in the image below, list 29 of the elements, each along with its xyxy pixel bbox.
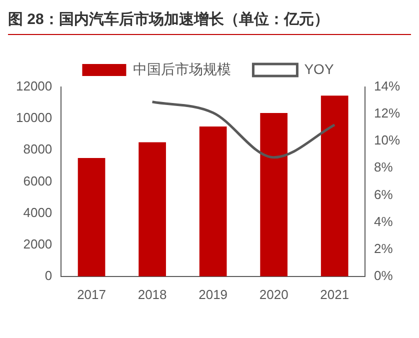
y-tick-label: 0 [44,268,52,283]
y-tick-label: 6000 [23,173,52,188]
y2-tick-label: 14% [374,78,400,94]
y-tick-label: 2000 [23,236,52,252]
x-tick-label: 2021 [320,286,350,302]
bar [78,158,106,276]
x-tick-label: 2018 [138,286,167,302]
legend-label: 中国后市场规模 [133,60,232,77]
x-tick-label: 2019 [198,286,228,302]
line-series [151,100,336,159]
y2-tick-label: 2% [374,240,394,256]
bar [138,142,166,276]
x-tick-label: 2017 [77,286,106,302]
y-tick-label: 8000 [23,142,52,157]
y2-tick-label: 10% [374,132,400,148]
y2-tick-label: 8% [374,160,394,175]
y2-tick-label: 12% [374,106,400,121]
y2-tick-label: 4% [374,214,394,229]
y2-tick-label: 6% [374,186,394,202]
y-tick-label: 4000 [23,204,52,220]
bar [320,96,348,276]
y2-tick-label: 0% [374,268,394,283]
chart-title: 图 28：国内汽车后市场加速增长（单位：亿元） [8,8,411,35]
legend-label: YOY [304,60,334,77]
bar [199,126,227,276]
bar [260,113,288,276]
y-tick-label: 10000 [16,110,52,126]
x-tick-label: 2020 [259,286,288,302]
y-tick-label: 12000 [16,78,52,94]
